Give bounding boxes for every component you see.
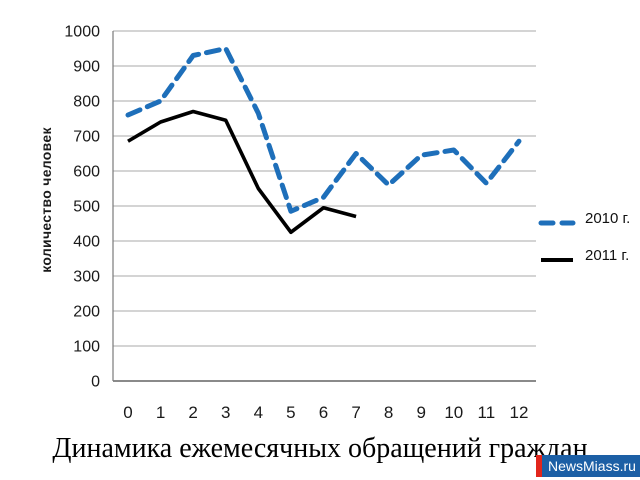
y-tick-label: 400: [73, 234, 100, 251]
y-tick-label: 600: [73, 164, 100, 181]
x-tick-label: 1: [156, 403, 165, 422]
x-tick-label: 6: [319, 403, 328, 422]
y-tick-label: 700: [73, 129, 100, 146]
legend-label-2011: 2011 г.: [585, 246, 630, 264]
watermark-label: NewsMiass.ru: [548, 458, 636, 474]
y-tick-label: 800: [73, 94, 100, 111]
legend: 2010 г. 2011 г.: [537, 208, 630, 265]
watermark: NewsMiass.ru: [536, 455, 640, 477]
watermark-red-bar: [536, 455, 542, 477]
x-tick-label: 2: [188, 403, 197, 422]
y-tick-label: 200: [73, 304, 100, 321]
y-tick-label: 100: [73, 339, 100, 356]
x-tick-label: 12: [509, 403, 528, 422]
chart-title: Динамика ежемесячных обращений граждан: [52, 433, 588, 464]
axes: [112, 31, 536, 382]
y-tick-label: 300: [73, 269, 100, 286]
y-axis-tick-labels: 0 100 200 300 400 500 600 700 800 900 1000: [64, 24, 100, 391]
y-axis-title: количество человек: [38, 127, 54, 273]
x-tick-label: 11: [478, 403, 496, 422]
legend-item-2010: 2010 г.: [537, 208, 630, 228]
y-tick-label: 900: [73, 59, 100, 76]
legend-sample-svg: [538, 220, 576, 226]
series-lines: [125, 46, 522, 235]
legend-label-2010: 2010 г.: [585, 209, 631, 227]
x-axis-tick-labels: 0 1 2 3 4 5 6 7 8 9 10 11 12: [123, 403, 528, 422]
x-tick-label: 3: [221, 403, 230, 422]
legend-sample-svg: [541, 258, 573, 262]
x-tick-label: 5: [286, 403, 295, 422]
x-tick-label: 10: [444, 403, 463, 422]
x-tick-label: 4: [254, 403, 263, 422]
x-tick-label: 0: [123, 403, 132, 422]
series-line-0: [125, 46, 522, 214]
y-tick-label: 1000: [64, 24, 100, 41]
legend-line-sample-dashed: [537, 214, 577, 226]
x-tick-label: 8: [384, 403, 393, 422]
y-tick-label: 500: [73, 199, 100, 216]
y-tick-label: 0: [91, 374, 100, 391]
legend-item-2011: 2011 г.: [537, 245, 630, 265]
series-line-1: [127, 109, 357, 235]
x-tick-label: 9: [416, 403, 425, 422]
watermark-badge: NewsMiass.ru: [542, 455, 640, 477]
gridlines: [113, 30, 536, 347]
x-tick-label: 7: [351, 403, 360, 422]
legend-line-sample-solid: [537, 251, 577, 262]
